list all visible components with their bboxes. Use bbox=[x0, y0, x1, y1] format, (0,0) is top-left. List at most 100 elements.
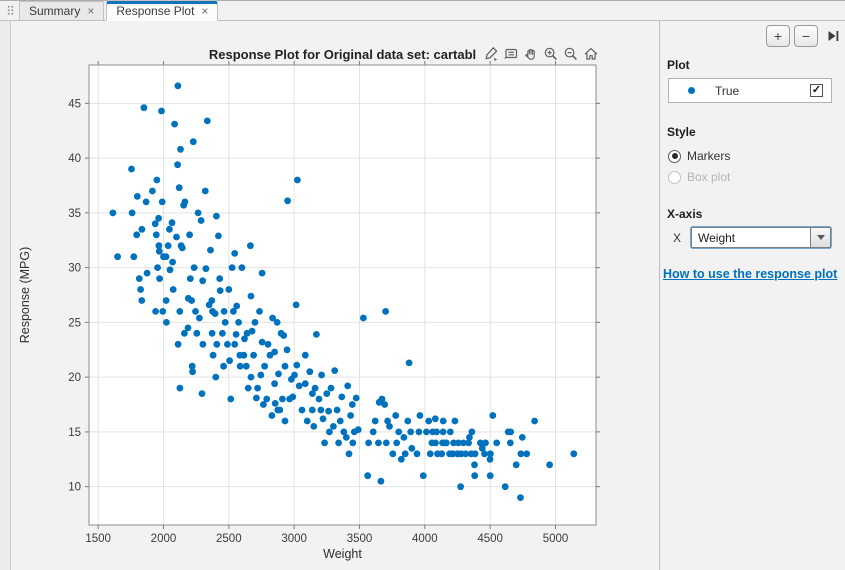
scatter-point[interactable] bbox=[174, 161, 182, 169]
scatter-point[interactable] bbox=[360, 314, 367, 322]
scatter-point[interactable] bbox=[395, 428, 403, 436]
scatter-point[interactable] bbox=[400, 434, 408, 441]
scatter-point[interactable] bbox=[192, 308, 199, 315]
scatter-point[interactable] bbox=[189, 138, 197, 146]
scatter-point[interactable] bbox=[432, 439, 439, 447]
scatter-point[interactable] bbox=[166, 266, 174, 274]
scatter-point[interactable] bbox=[263, 395, 271, 403]
scatter-point[interactable] bbox=[298, 406, 306, 414]
zoom-in-icon[interactable] bbox=[542, 45, 559, 62]
scatter-point[interactable] bbox=[199, 340, 207, 348]
scatter-point[interactable] bbox=[198, 390, 206, 397]
scatter-point[interactable] bbox=[517, 494, 524, 501]
scatter-point[interactable] bbox=[133, 193, 141, 200]
scatter-point[interactable] bbox=[143, 269, 151, 277]
scatter-point[interactable] bbox=[517, 450, 525, 458]
scatter-point[interactable] bbox=[347, 412, 354, 419]
scatter-point[interactable] bbox=[523, 450, 531, 458]
scatter-point[interactable] bbox=[283, 346, 291, 354]
scatter-point[interactable] bbox=[213, 212, 220, 220]
scatter-point[interactable] bbox=[197, 217, 205, 224]
scatter-point[interactable] bbox=[457, 483, 464, 491]
scatter-point[interactable] bbox=[446, 428, 454, 436]
scatter-point[interactable] bbox=[431, 415, 439, 423]
scatter-point[interactable] bbox=[156, 275, 164, 282]
scatter-point[interactable] bbox=[176, 384, 184, 392]
scatter-point[interactable] bbox=[330, 423, 337, 430]
scatter-point[interactable] bbox=[238, 264, 246, 271]
scatter-point[interactable] bbox=[193, 329, 201, 337]
scatter-point[interactable] bbox=[235, 319, 243, 326]
scatter-point[interactable] bbox=[258, 269, 266, 277]
scatter-point[interactable] bbox=[295, 382, 303, 390]
scatter-point[interactable] bbox=[455, 439, 462, 447]
scatter-point[interactable] bbox=[313, 331, 320, 338]
scatter-point[interactable] bbox=[482, 439, 489, 447]
scatter-point[interactable] bbox=[365, 439, 372, 447]
scatter-point[interactable] bbox=[221, 319, 229, 326]
scatter-point[interactable] bbox=[155, 242, 163, 250]
scatter-point[interactable] bbox=[512, 461, 520, 469]
scatter-point[interactable] bbox=[273, 319, 281, 326]
scatter-point[interactable] bbox=[405, 359, 413, 367]
scatter-point[interactable] bbox=[128, 165, 135, 173]
scatter-point[interactable] bbox=[319, 415, 327, 423]
scatter-point[interactable] bbox=[212, 373, 220, 381]
increase-button[interactable]: + bbox=[766, 25, 790, 47]
scatter-point[interactable] bbox=[401, 450, 409, 458]
scatter-point[interactable] bbox=[546, 461, 553, 469]
scatter-point[interactable] bbox=[152, 308, 160, 315]
scatter-point[interactable] bbox=[331, 367, 339, 374]
scatter-point[interactable] bbox=[155, 214, 163, 222]
scatter-point[interactable] bbox=[271, 380, 278, 388]
scatter-point[interactable] bbox=[188, 362, 196, 370]
scatter-point[interactable] bbox=[177, 145, 184, 153]
scatter-point[interactable] bbox=[382, 308, 389, 315]
scatter-point[interactable] bbox=[158, 198, 166, 206]
legend-checkbox[interactable]: ✓ bbox=[810, 84, 823, 97]
scatter-point[interactable] bbox=[423, 428, 430, 436]
scatter-point[interactable] bbox=[352, 394, 360, 402]
scatter-point[interactable] bbox=[175, 184, 183, 192]
scatter-point[interactable] bbox=[163, 319, 170, 326]
scatter-point[interactable] bbox=[155, 247, 163, 255]
scatter-point[interactable] bbox=[327, 384, 335, 392]
scatter-point[interactable] bbox=[471, 461, 478, 469]
scatter-point[interactable] bbox=[244, 384, 252, 392]
scatter-point[interactable] bbox=[159, 308, 167, 315]
scatter-point[interactable] bbox=[230, 308, 237, 315]
scatter-point[interactable] bbox=[138, 225, 146, 233]
radio-markers[interactable]: Markers bbox=[668, 148, 730, 164]
scatter-point[interactable] bbox=[477, 439, 484, 447]
scatter-point[interactable] bbox=[153, 176, 161, 184]
scatter-point[interactable] bbox=[392, 412, 400, 419]
scatter-point[interactable] bbox=[189, 368, 197, 376]
scatter-point[interactable] bbox=[426, 450, 434, 458]
scatter-point[interactable] bbox=[196, 314, 203, 322]
scatter-point[interactable] bbox=[315, 395, 323, 403]
scatter-point[interactable] bbox=[389, 450, 397, 458]
scatter-point[interactable] bbox=[128, 209, 136, 217]
scatter-point[interactable] bbox=[178, 244, 186, 252]
scatter-point[interactable] bbox=[518, 434, 526, 441]
scatter-point[interactable] bbox=[228, 264, 236, 271]
scatter-point[interactable] bbox=[213, 340, 221, 348]
scatter-point[interactable] bbox=[208, 329, 216, 337]
scatter-point[interactable] bbox=[231, 340, 239, 348]
scatter-point[interactable] bbox=[393, 439, 401, 447]
scatter-point[interactable] bbox=[462, 450, 469, 458]
scatter-point[interactable] bbox=[154, 264, 162, 271]
scatter-point[interactable] bbox=[275, 370, 282, 378]
scatter-point[interactable] bbox=[258, 338, 266, 346]
scatter-point[interactable] bbox=[397, 455, 405, 463]
scatter-point[interactable] bbox=[292, 301, 300, 309]
scatter-point[interactable] bbox=[151, 220, 159, 228]
xaxis-dropdown-button[interactable] bbox=[811, 227, 831, 248]
scatter-point[interactable] bbox=[211, 310, 219, 317]
scatter-point[interactable] bbox=[531, 417, 538, 425]
scatter-point[interactable] bbox=[181, 329, 188, 337]
scatter-point[interactable] bbox=[413, 450, 421, 458]
scatter-point[interactable] bbox=[109, 209, 117, 217]
scatter-point[interactable] bbox=[240, 351, 248, 359]
home-icon[interactable] bbox=[582, 45, 599, 62]
